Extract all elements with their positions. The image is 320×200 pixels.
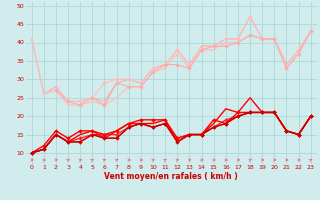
X-axis label: Vent moyen/en rafales ( km/h ): Vent moyen/en rafales ( km/h )	[104, 172, 238, 181]
